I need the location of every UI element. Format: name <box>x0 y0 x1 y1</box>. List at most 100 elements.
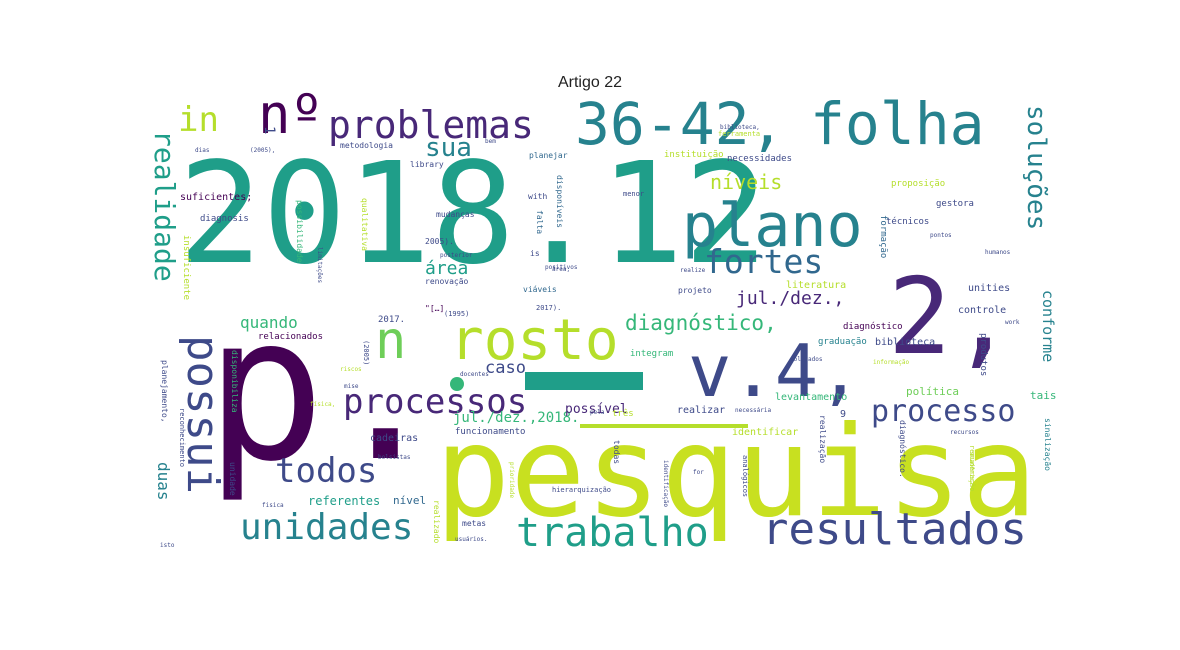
word-109: fisica <box>262 502 284 509</box>
word-84: realização <box>818 415 827 464</box>
word-59: library <box>410 160 444 169</box>
word-101: work <box>1005 319 1020 326</box>
word-28: caso <box>485 358 526 378</box>
glyph-mark-0 <box>525 372 643 390</box>
word-117: acadêmica <box>968 452 975 485</box>
word-107: recursos <box>950 429 979 436</box>
chart-title: Artigo 22 <box>557 74 623 91</box>
word-81: insuficiente <box>181 235 191 301</box>
word-23: sua <box>425 133 472 163</box>
word-104: pontos <box>930 232 952 239</box>
word-12: resultados <box>762 504 1027 555</box>
word-65: técnicos <box>886 217 930 227</box>
word-43: tais <box>1030 389 1057 402</box>
word-6: folha <box>810 90 985 158</box>
word-87: sinalização <box>1043 418 1052 471</box>
glyph-mark-1 <box>580 424 748 428</box>
word-78: (2005) <box>362 340 370 366</box>
word-19: fortes <box>704 242 824 281</box>
word-53: viáveis <box>523 285 557 294</box>
word-110: usuários. <box>455 536 488 543</box>
word-20: realidade <box>148 130 181 282</box>
word-121: área, <box>552 266 571 273</box>
word-7: plano <box>682 191 863 261</box>
word-67: menor <box>623 190 645 198</box>
word-86: remuneração <box>968 445 976 492</box>
word-15: processos <box>343 382 528 422</box>
word-91: hierarquização <box>552 486 612 494</box>
word-5: 36-42, <box>575 90 785 158</box>
word-61: necessidades <box>727 154 793 164</box>
word-69: qualitativa <box>360 198 369 251</box>
word-95: with <box>528 192 548 201</box>
word-92: analógicos <box>741 455 749 498</box>
word-122: pela <box>590 409 605 416</box>
word-22: in <box>178 100 219 140</box>
word-8: rosto <box>450 308 619 373</box>
word-33: possível <box>565 402 628 417</box>
word-85: diagnóstico. <box>898 420 907 478</box>
word-37: funcionamento <box>455 427 526 437</box>
word-50: unities <box>968 283 1011 294</box>
word-16: processo <box>871 394 1016 429</box>
word-40: identificar <box>732 427 799 438</box>
word-52: projeto <box>678 286 712 295</box>
word-99: realize <box>680 267 706 274</box>
word-24: diagnóstico, <box>625 311 777 335</box>
word-120: isto <box>160 542 175 549</box>
word-4: 2, <box>888 256 1015 378</box>
word-25: níveis <box>710 170 783 194</box>
word-114: mise <box>344 383 359 390</box>
word-124: bolsistas <box>378 454 411 461</box>
word-48: diagnóstico <box>843 322 903 332</box>
word-96: is <box>530 249 540 258</box>
word-88: realizado <box>432 500 441 544</box>
word-42: levantamento <box>775 392 848 403</box>
word-90: todas <box>612 440 621 465</box>
word-2: pesquisa <box>435 400 1038 545</box>
word-11: problemas <box>328 103 534 147</box>
word-125: 9 <box>840 409 847 420</box>
word-105: biblioteca, <box>720 124 760 131</box>
word-54: renovação <box>425 277 469 286</box>
word-56: suficientes; <box>180 192 253 203</box>
word-26: jul./dez., <box>736 288 845 309</box>
word-66: mudanças <box>436 210 475 219</box>
word-51: literatura <box>786 280 847 291</box>
word-29: quando <box>240 313 298 332</box>
glyph-mark-2 <box>450 377 464 391</box>
word-32: jul./dez.,2018. <box>453 410 580 426</box>
word-123: prioridade <box>508 462 515 499</box>
word-116: informação <box>873 359 910 366</box>
word-112: docentes <box>460 371 489 378</box>
word-118: (2005), <box>250 147 276 154</box>
word-108: for <box>693 469 704 476</box>
word-77: "[…] <box>425 304 445 313</box>
word-35: nível <box>393 494 427 507</box>
word-89: metas <box>462 519 487 528</box>
word-68: possibilidade <box>295 200 304 263</box>
word-39: realizar <box>677 405 726 416</box>
word-62: instituição <box>664 150 724 160</box>
word-9: possui <box>177 335 228 494</box>
word-70: disponíveis <box>555 175 564 228</box>
word-113: riscos <box>340 366 362 373</box>
word-58: metodologia <box>340 141 393 150</box>
word-46: integram <box>630 349 674 359</box>
word-76: 2017). <box>536 304 562 312</box>
word-30: conforme <box>1039 290 1057 363</box>
word-1: p. <box>205 273 446 506</box>
word-75: (1995) <box>444 310 470 318</box>
word-49: controle <box>958 305 1007 316</box>
word-97: posterior <box>440 252 473 259</box>
word-17: todos <box>275 451 378 491</box>
word-103: física, <box>310 401 336 408</box>
word-80: reconhecimento <box>178 408 186 468</box>
word-72: formação <box>878 215 888 259</box>
word-55: relacionados <box>258 332 324 342</box>
word-13: trabalho <box>516 510 709 556</box>
word-98: positivos <box>545 264 578 271</box>
word-38: três <box>612 409 634 419</box>
word-93: ferramenta <box>718 130 761 138</box>
